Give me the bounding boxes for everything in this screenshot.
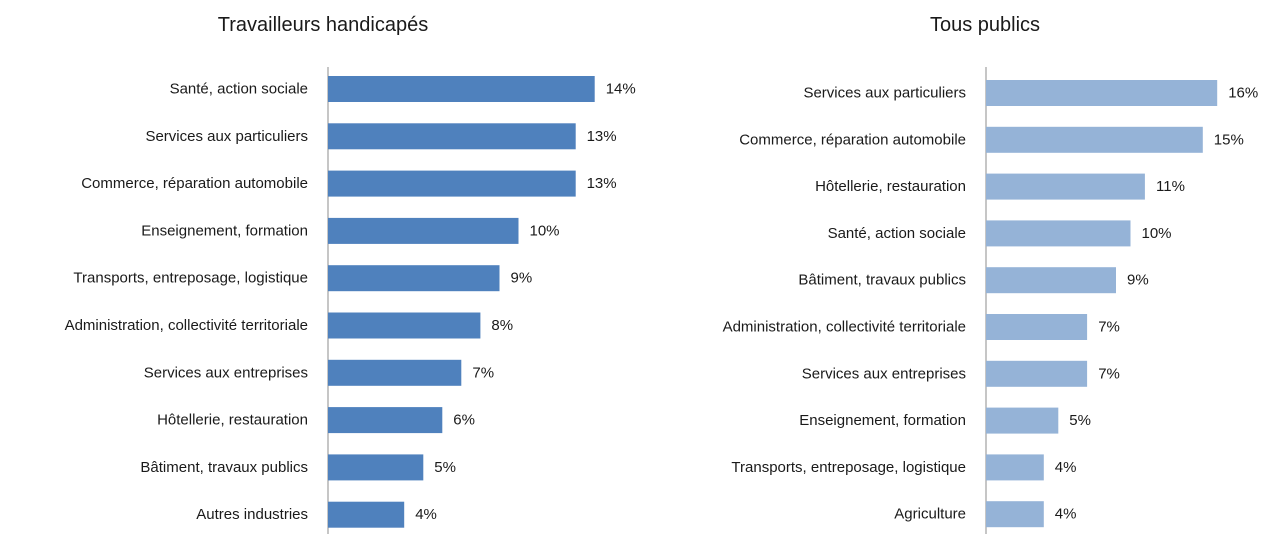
value-label-travailleurs-3: 10%	[530, 222, 560, 239]
bar-tous-publics-7	[986, 407, 1059, 434]
bar-travailleurs-7	[328, 407, 443, 434]
value-label-travailleurs-2: 13%	[587, 175, 617, 192]
value-label-tous-publics-0: 16%	[1228, 85, 1258, 102]
bar-tous-publics-6	[986, 360, 1088, 387]
bar-tous-publics-0	[986, 80, 1218, 106]
bar-tous-publics-9	[986, 501, 1044, 528]
value-label-travailleurs-1: 13%	[587, 128, 617, 145]
category-label-tous-publics-6: Services aux entreprises	[802, 365, 966, 382]
chart-title-tous-publics: Tous publics	[929, 14, 1041, 36]
category-label-travailleurs-6: Services aux entreprises	[144, 364, 308, 381]
bar-tous-publics-2	[986, 173, 1145, 200]
category-label-travailleurs-8: Bâtiment, travaux publics	[140, 459, 308, 476]
bar-travailleurs-2	[328, 170, 576, 197]
category-label-tous-publics-4: Bâtiment, travaux publics	[798, 272, 966, 289]
value-label-tous-publics-5: 7%	[1098, 319, 1120, 336]
category-label-travailleurs-9: Autres industries	[196, 506, 308, 523]
category-label-travailleurs-7: Hôtellerie, restauration	[157, 412, 308, 429]
category-label-travailleurs-0: Santé, action sociale	[170, 81, 308, 98]
category-label-tous-publics-0: Services aux particuliers	[803, 85, 966, 102]
value-label-travailleurs-0: 14%	[606, 81, 636, 98]
category-label-travailleurs-5: Administration, collectivité territorial…	[65, 317, 308, 334]
value-label-tous-publics-6: 7%	[1098, 365, 1120, 382]
category-label-travailleurs-4: Transports, entreposage, logistique	[73, 270, 308, 287]
bar-tous-publics-5	[986, 314, 1088, 340]
bar-travailleurs-6	[328, 359, 462, 386]
bar-tous-publics-3	[986, 220, 1131, 247]
category-label-tous-publics-1: Commerce, réparation automobile	[739, 131, 966, 148]
value-label-travailleurs-4: 9%	[511, 270, 533, 287]
category-label-tous-publics-9: Agriculture	[894, 506, 966, 523]
category-label-tous-publics-2: Hôtellerie, restauration	[815, 178, 966, 195]
value-label-tous-publics-8: 4%	[1055, 459, 1077, 476]
value-label-tous-publics-1: 15%	[1214, 131, 1244, 148]
bar-tous-publics-4	[986, 267, 1116, 294]
bar-tous-publics-8	[986, 454, 1044, 481]
category-label-tous-publics-7: Enseignement, formation	[799, 412, 966, 429]
bar-travailleurs-4	[328, 265, 500, 292]
value-label-travailleurs-7: 6%	[453, 412, 475, 429]
value-label-tous-publics-9: 4%	[1055, 506, 1077, 523]
value-label-tous-publics-4: 9%	[1127, 272, 1149, 289]
value-label-tous-publics-7: 5%	[1069, 412, 1091, 429]
bar-travailleurs-0	[328, 76, 595, 102]
bar-travailleurs-8	[328, 454, 424, 481]
value-label-travailleurs-5: 8%	[491, 317, 513, 334]
category-label-travailleurs-3: Enseignement, formation	[141, 222, 308, 239]
bar-travailleurs-9	[328, 501, 405, 528]
value-label-travailleurs-9: 4%	[415, 506, 437, 523]
category-label-travailleurs-2: Commerce, réparation automobile	[81, 175, 308, 192]
bar-tous-publics-1	[986, 126, 1203, 153]
category-label-tous-publics-3: Santé, action sociale	[828, 225, 966, 242]
value-label-tous-publics-2: 11%	[1156, 178, 1185, 195]
value-label-travailleurs-8: 5%	[434, 459, 456, 476]
value-label-travailleurs-6: 7%	[472, 364, 494, 381]
value-label-tous-publics-3: 10%	[1142, 225, 1172, 242]
bar-travailleurs-3	[328, 217, 519, 244]
category-label-tous-publics-8: Transports, entreposage, logistique	[731, 459, 966, 476]
bar-travailleurs-1	[328, 123, 576, 150]
category-label-tous-publics-5: Administration, collectivité territorial…	[723, 319, 966, 336]
chart-title-travailleurs-handicapes: Travailleurs handicapés	[217, 14, 429, 36]
category-label-travailleurs-1: Services aux particuliers	[145, 128, 308, 145]
bar-travailleurs-5	[328, 312, 481, 339]
